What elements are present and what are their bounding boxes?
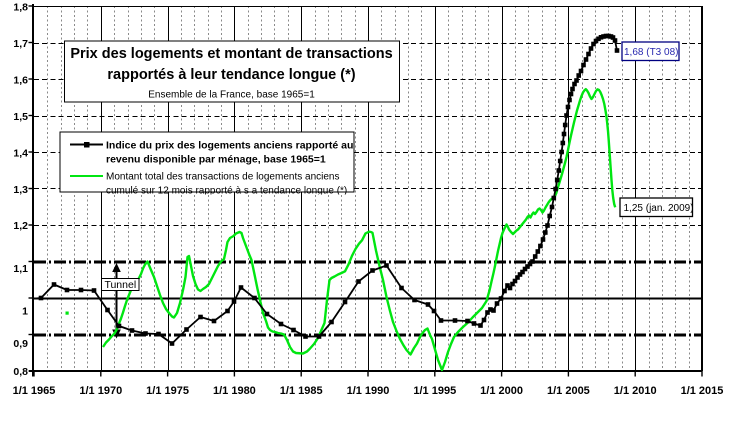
svg-text:revenu disponible par ménage,: revenu disponible par ménage, base 1965=… <box>106 154 326 166</box>
svg-text:1/1 2000: 1/1 2000 <box>480 385 523 397</box>
svg-text:1,25 (jan. 2009): 1,25 (jan. 2009) <box>624 203 694 214</box>
svg-text:1/1 1970: 1/1 1970 <box>79 385 122 397</box>
svg-text:1,1: 1,1 <box>13 263 28 275</box>
svg-text:Ensemble de la France, base 19: Ensemble de la France, base 1965=1 <box>148 89 315 100</box>
svg-text:1/1 2015: 1/1 2015 <box>681 385 724 397</box>
svg-text:1,68 (T3 08): 1,68 (T3 08) <box>624 47 678 58</box>
svg-text:Prix des logements et montant: Prix des logements et montant de transac… <box>70 46 392 62</box>
svg-text:1/1 2010: 1/1 2010 <box>614 385 657 397</box>
svg-text:1/1 1975: 1/1 1975 <box>146 385 189 397</box>
svg-text:1/1 2005: 1/1 2005 <box>547 385 590 397</box>
svg-text:1,8: 1,8 <box>13 1 28 13</box>
svg-text:1,3: 1,3 <box>13 184 28 196</box>
svg-text:Indice du prix des logements a: Indice du prix des logements anciens rap… <box>106 140 353 152</box>
svg-text:1: 1 <box>22 305 28 317</box>
svg-text:Tunnel: Tunnel <box>104 279 136 291</box>
svg-text:1,4: 1,4 <box>13 147 28 159</box>
svg-text:cumulé sur 12 mois rapporté à: cumulé sur 12 mois rapporté à s a tendan… <box>106 186 347 197</box>
svg-text:1/1 1990: 1/1 1990 <box>347 385 390 397</box>
svg-text:Montant total des transactions: Montant total des transactions de logeme… <box>106 172 339 183</box>
svg-text:0,9: 0,9 <box>13 338 28 350</box>
svg-text:1,5: 1,5 <box>13 111 28 123</box>
svg-text:1/1 1980: 1/1 1980 <box>213 385 256 397</box>
svg-text:1/1 1965: 1/1 1965 <box>13 385 56 397</box>
svg-text:1,2: 1,2 <box>13 220 28 232</box>
svg-text:0,8: 0,8 <box>13 366 28 378</box>
svg-text:rapportés à leur tendance long: rapportés à leur tendance longue (*) <box>107 67 355 83</box>
svg-text:1/1 1995: 1/1 1995 <box>413 385 456 397</box>
svg-text:1,7: 1,7 <box>13 38 28 50</box>
svg-text:1/1 1985: 1/1 1985 <box>280 385 323 397</box>
svg-text:1,6: 1,6 <box>13 74 28 86</box>
